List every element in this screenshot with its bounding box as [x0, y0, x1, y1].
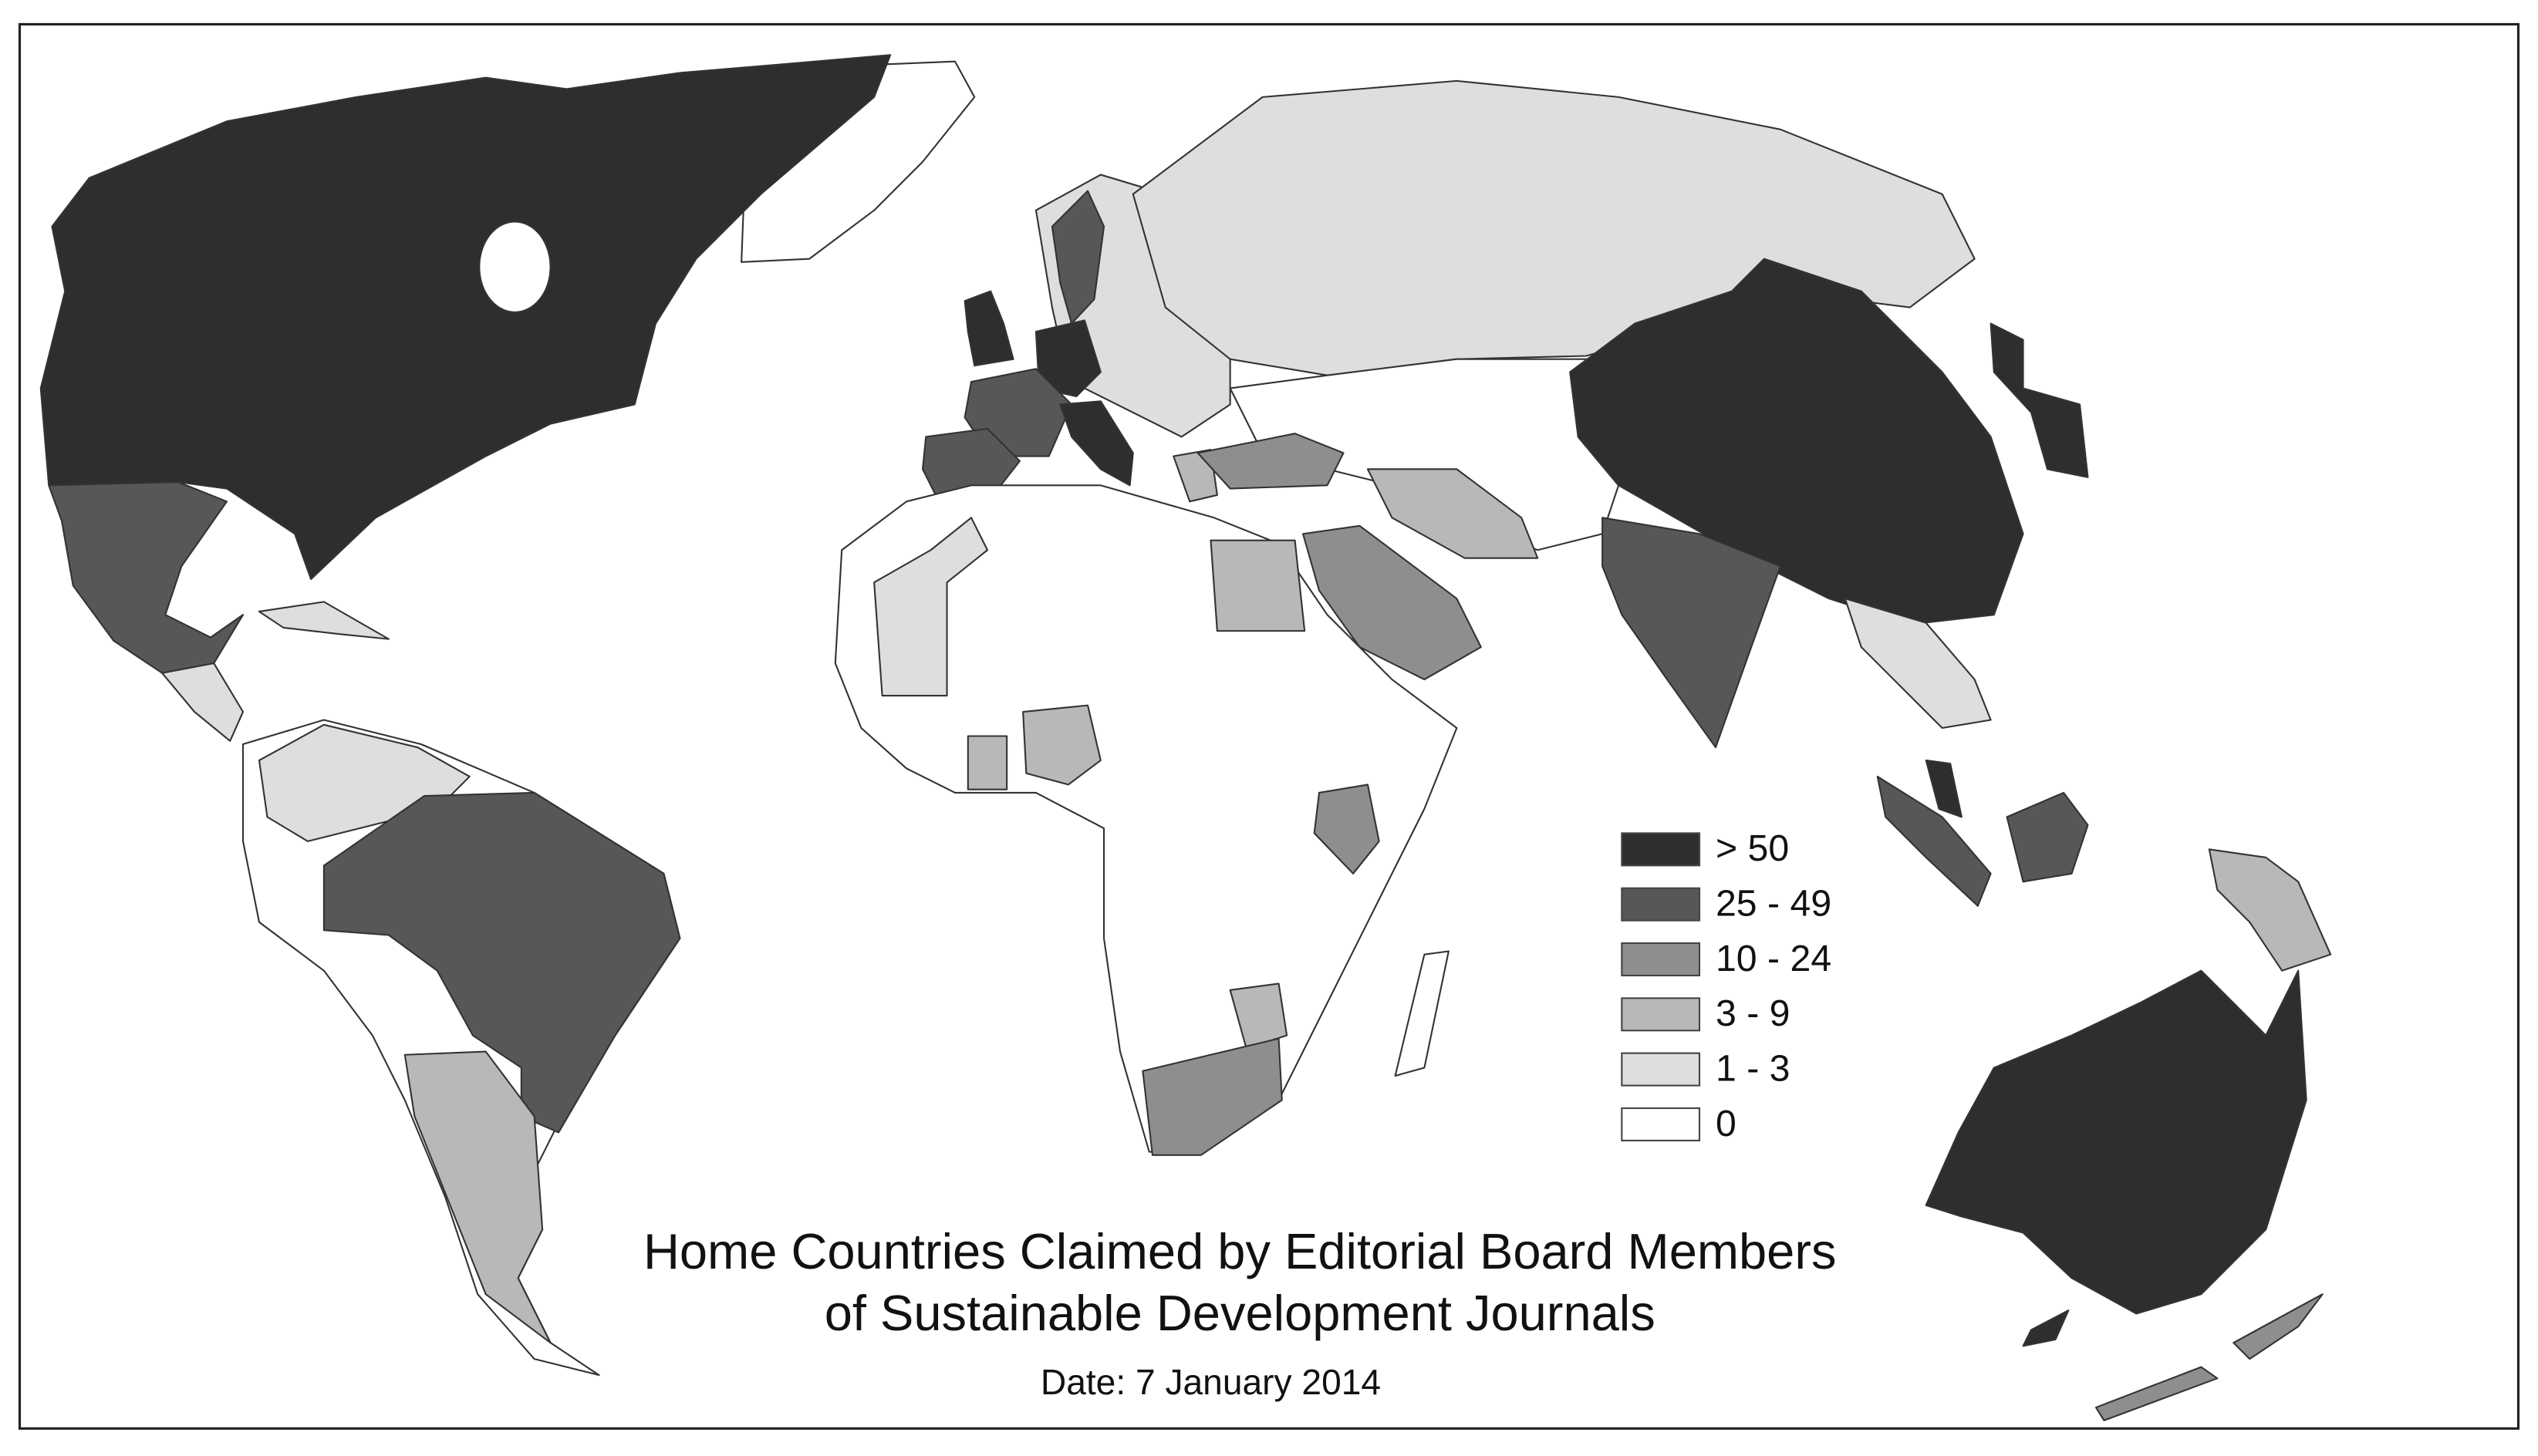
- tasmania: [2022, 1309, 2070, 1347]
- legend-swatch: [1621, 1052, 1701, 1087]
- papua: [2208, 848, 2332, 972]
- malaysia: [1925, 759, 1963, 818]
- hudson-bay: [478, 221, 552, 313]
- iran: [1366, 468, 1539, 559]
- new-zealand-north: [2233, 1293, 2324, 1360]
- argentina: [403, 1050, 552, 1344]
- legend-swatch: [1621, 997, 1701, 1032]
- legend-swatch: [1621, 887, 1701, 922]
- china: [1569, 258, 2024, 625]
- australia: [1925, 969, 2307, 1315]
- japan: [1990, 322, 2089, 478]
- borneo: [2006, 791, 2089, 883]
- kenya: [1313, 784, 1380, 875]
- legend-label: 10 - 24: [1716, 938, 1831, 979]
- map-title: of Sustainable Development Journals: [825, 1285, 1655, 1341]
- new-zealand-south: [2094, 1366, 2219, 1421]
- map-title: Home Countries Claimed by Editorial Boar…: [643, 1223, 1837, 1279]
- brazil: [322, 791, 681, 1134]
- sumatra: [1876, 775, 1992, 907]
- madagascar: [1394, 950, 1450, 1077]
- legend-label: 1 - 3: [1716, 1047, 1790, 1089]
- egypt: [1210, 539, 1306, 632]
- italy: [1059, 400, 1134, 487]
- countries: [39, 54, 2332, 1421]
- legend-label: 25 - 49: [1716, 883, 1831, 925]
- legend-swatch: [1621, 832, 1701, 867]
- india: [1601, 517, 1781, 749]
- turkey: [1196, 433, 1345, 490]
- legend: > 50 25 - 49 10 - 24 3 - 9 1 - 3 0: [1621, 827, 1831, 1144]
- sweden: [1051, 190, 1105, 325]
- africa: [834, 484, 1458, 1153]
- mexico: [48, 481, 245, 674]
- north-west-africa: [873, 517, 989, 697]
- legend-swatch: [1621, 1107, 1701, 1141]
- legend-label: > 50: [1716, 827, 1789, 869]
- map-date: Date: 7 January 2014: [1041, 1362, 1381, 1402]
- southeast-asia: [1844, 598, 1992, 730]
- south-africa: [1142, 1037, 1283, 1156]
- uk: [964, 290, 1014, 367]
- nigeria: [1022, 704, 1102, 786]
- legend-label: 0: [1716, 1103, 1736, 1144]
- central-america: [161, 662, 245, 742]
- cuba: [258, 601, 390, 640]
- ghana: [967, 735, 1008, 790]
- legend-swatch: [1621, 942, 1701, 977]
- saudi-arabia: [1302, 524, 1482, 681]
- legend-label: 3 - 9: [1716, 993, 1790, 1034]
- zimbabwe: [1229, 982, 1288, 1050]
